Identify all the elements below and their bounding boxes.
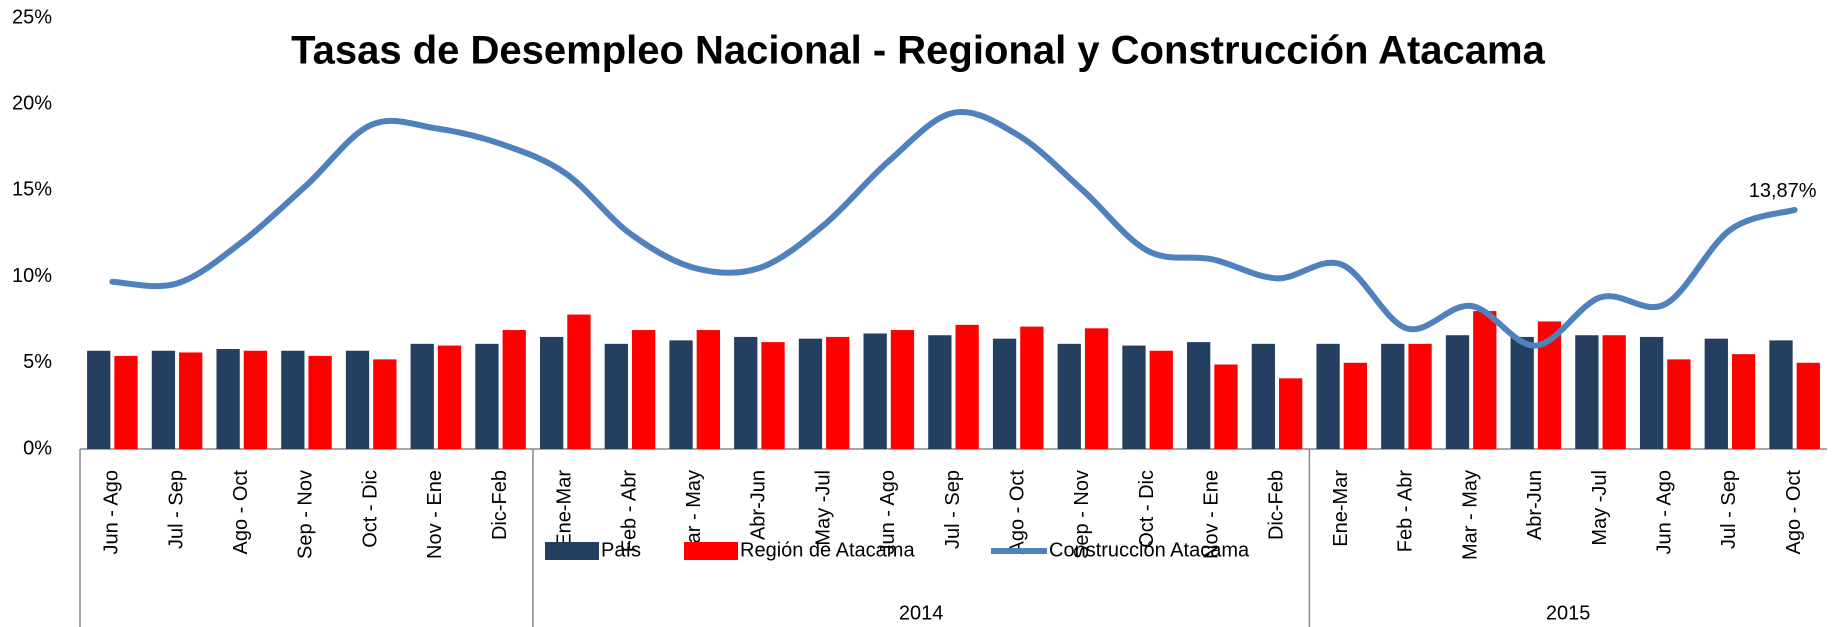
bar <box>1408 343 1432 449</box>
x-tick-label: Dic-Feb <box>1265 470 1287 540</box>
bar <box>1381 343 1405 449</box>
bar <box>1020 326 1044 449</box>
y-tick-label: 25% <box>12 6 52 28</box>
bar <box>1510 336 1534 449</box>
bar <box>604 343 628 449</box>
x-tick-label: Ene-Mar <box>554 470 576 547</box>
bar <box>502 330 526 449</box>
bar <box>1445 335 1470 449</box>
x-tick-label: Jun - Ago <box>1654 470 1676 555</box>
x-tick-label: Jun - Ago <box>101 470 123 555</box>
bar <box>1214 364 1238 449</box>
x-tick-label: Sep - Nov <box>295 470 317 559</box>
x-tick-label: Jul - Sep <box>1718 470 1740 549</box>
bar <box>1279 378 1303 449</box>
bar <box>87 350 111 449</box>
x-tick-label: Abr-Jun <box>748 470 770 540</box>
bar <box>243 350 268 449</box>
bar <box>114 355 138 449</box>
x-tick-label: Jul - Sep <box>165 470 187 549</box>
bar <box>475 343 499 449</box>
bar <box>761 342 785 449</box>
bar <box>1084 328 1109 449</box>
bar <box>1667 359 1691 449</box>
bar <box>1187 342 1211 449</box>
bar <box>539 336 564 449</box>
legend-swatch <box>545 542 599 560</box>
y-tick-label: 10% <box>12 265 52 287</box>
bar <box>1343 362 1368 449</box>
x-tick-label: Jul - Sep <box>942 470 964 549</box>
bar <box>863 333 887 449</box>
y-tick-label: 20% <box>12 92 52 114</box>
bar <box>179 352 203 449</box>
x-tick-label: Dic-Feb <box>489 470 511 540</box>
bar <box>373 359 397 449</box>
x-tick-label: May -Jul <box>812 470 834 546</box>
bar <box>1473 311 1497 449</box>
bar <box>955 324 979 449</box>
bar <box>1769 340 1793 449</box>
bar <box>1251 343 1276 449</box>
bar <box>1122 345 1146 449</box>
bar <box>631 330 656 449</box>
bar <box>345 350 370 449</box>
x-tick-label: Mar - May <box>1459 470 1481 560</box>
bar <box>992 338 1017 449</box>
bar <box>798 338 823 449</box>
data-label: 13,87% <box>1749 180 1817 202</box>
chart-title: Tasas de Desempleo Nacional - Regional y… <box>291 29 1545 73</box>
x-tick-label: Oct - Dic <box>1136 470 1158 548</box>
line <box>109 109 1798 349</box>
bar <box>696 330 720 449</box>
bar <box>826 336 850 449</box>
x-tick-label: Nov - Ene <box>424 470 446 559</box>
bar <box>1731 354 1756 449</box>
bar <box>567 314 591 449</box>
bar <box>1602 335 1626 449</box>
x-tick-label: Sep - Nov <box>1071 470 1093 559</box>
bar <box>1149 350 1173 449</box>
legend-label: Región de Atacama <box>740 539 915 561</box>
y-tick-label: 15% <box>12 179 52 201</box>
bar <box>1796 362 1820 449</box>
x-tick-label: Ago - Oct <box>230 470 252 555</box>
x-tick-label: Jun - Ago <box>877 470 899 555</box>
legend-label: Construcción Atacama <box>1049 539 1250 561</box>
bar <box>928 335 952 449</box>
x-tick-label: Mar - May <box>683 470 705 560</box>
bar <box>1575 335 1599 449</box>
x-tick-label: Ago - Oct <box>1783 470 1805 555</box>
bar <box>1537 321 1562 449</box>
x-tick-label: Abr-Jun <box>1524 470 1546 540</box>
y-tick-label: 0% <box>23 437 52 459</box>
bar <box>410 343 434 449</box>
legend-label: País <box>601 539 641 561</box>
bar <box>151 350 176 449</box>
group-label: 2015 <box>1546 602 1591 624</box>
bar <box>216 349 240 449</box>
bar <box>1704 338 1728 449</box>
bar <box>1639 336 1664 449</box>
group-label: 2014 <box>899 602 944 624</box>
y-tick-label: 5% <box>23 351 52 373</box>
x-tick-label: Feb - Abr <box>618 470 640 553</box>
bar <box>437 345 462 449</box>
x-tick-label: Feb - Abr <box>1395 470 1417 553</box>
bar <box>1057 343 1081 449</box>
x-tick-label: Oct - Dic <box>359 470 381 548</box>
legend-swatch <box>684 542 738 560</box>
bar <box>281 350 305 449</box>
x-tick-label: Ago - Oct <box>1006 470 1028 555</box>
bar <box>890 330 915 449</box>
bar <box>1316 343 1340 449</box>
x-tick-label: May -Jul <box>1589 470 1611 546</box>
bar <box>669 340 693 449</box>
bar <box>308 355 332 449</box>
x-tick-label: Ene-Mar <box>1330 470 1352 547</box>
bar <box>734 336 758 449</box>
x-tick-label: Nov - Ene <box>1201 470 1223 559</box>
